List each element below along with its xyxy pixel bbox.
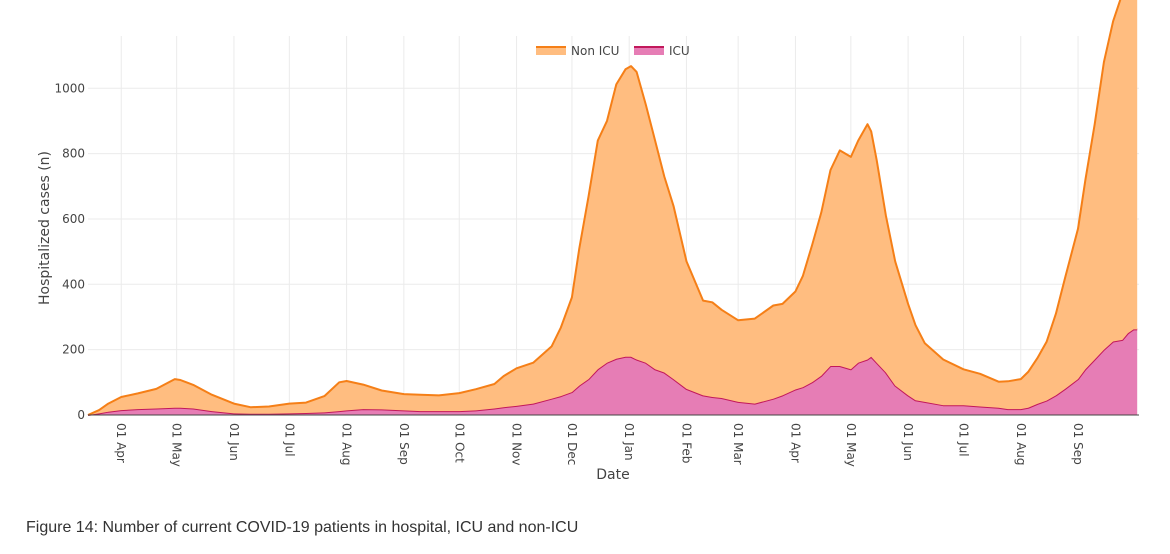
y-tick-label: 800 bbox=[62, 147, 85, 161]
legend-label-non-icu: Non ICU bbox=[571, 44, 619, 58]
x-tick-label: 01 May bbox=[170, 423, 184, 467]
x-tick-label: 01 Apr bbox=[114, 423, 128, 463]
x-tick-label: 01 Jun bbox=[227, 423, 241, 461]
x-tick-label: 01 Feb bbox=[679, 423, 693, 463]
x-tick-label: 01 Aug bbox=[340, 423, 354, 466]
icu-area bbox=[88, 329, 1138, 415]
x-tick-label: 01 Mar bbox=[731, 423, 745, 465]
y-axis: 0 200 400 600 800 1000 bbox=[54, 81, 85, 422]
non-icu-series-line bbox=[87, 0, 1122, 416]
legend-label-icu: ICU bbox=[669, 44, 690, 58]
x-tick-label: 01 Jul bbox=[957, 423, 971, 457]
y-tick-label: 200 bbox=[62, 343, 85, 357]
legend-swatch-non-icu bbox=[536, 47, 566, 55]
y-tick-label: 1000 bbox=[54, 81, 85, 95]
y-tick-label: 600 bbox=[62, 212, 85, 226]
x-tick-label: 01 Oct bbox=[452, 423, 466, 463]
y-axis-title: Hospitalized cases (n) bbox=[37, 151, 53, 305]
chart-svg: 0 200 400 600 800 1000 01 Apr 01 May 01 Jun 01 J… bbox=[37, 0, 1139, 483]
x-tick-label: 01 Jul bbox=[282, 423, 296, 457]
x-tick-label: 01 Sep bbox=[1071, 423, 1085, 465]
x-tick-label: 01 Nov bbox=[510, 423, 524, 466]
y-tick-label: 400 bbox=[62, 277, 85, 291]
legend-swatch-icu bbox=[634, 47, 664, 55]
x-tick-label: 01 Jan bbox=[622, 423, 636, 461]
plot-areas bbox=[87, 0, 1138, 416]
x-tick-label: 01 Sep bbox=[397, 423, 411, 465]
figure-caption: Figure 14: Number of current COVID-19 pa… bbox=[26, 519, 579, 536]
x-tick-label: 01 Jun bbox=[901, 423, 915, 461]
x-axis: 01 Apr 01 May 01 Jun 01 Jul 01 Aug 01 Sep 01 O… bbox=[88, 414, 1139, 467]
y-tick-label: 0 bbox=[77, 408, 85, 422]
legend: Non ICU ICU bbox=[536, 44, 690, 58]
x-tick-label: 01 Apr bbox=[788, 423, 802, 463]
non-icu-area bbox=[88, 0, 1138, 415]
x-tick-label: 01 Aug bbox=[1014, 423, 1028, 466]
x-tick-label: 01 Dec bbox=[565, 423, 579, 465]
x-tick-label: 01 May bbox=[844, 423, 858, 467]
x-axis-title: Date bbox=[596, 467, 629, 483]
